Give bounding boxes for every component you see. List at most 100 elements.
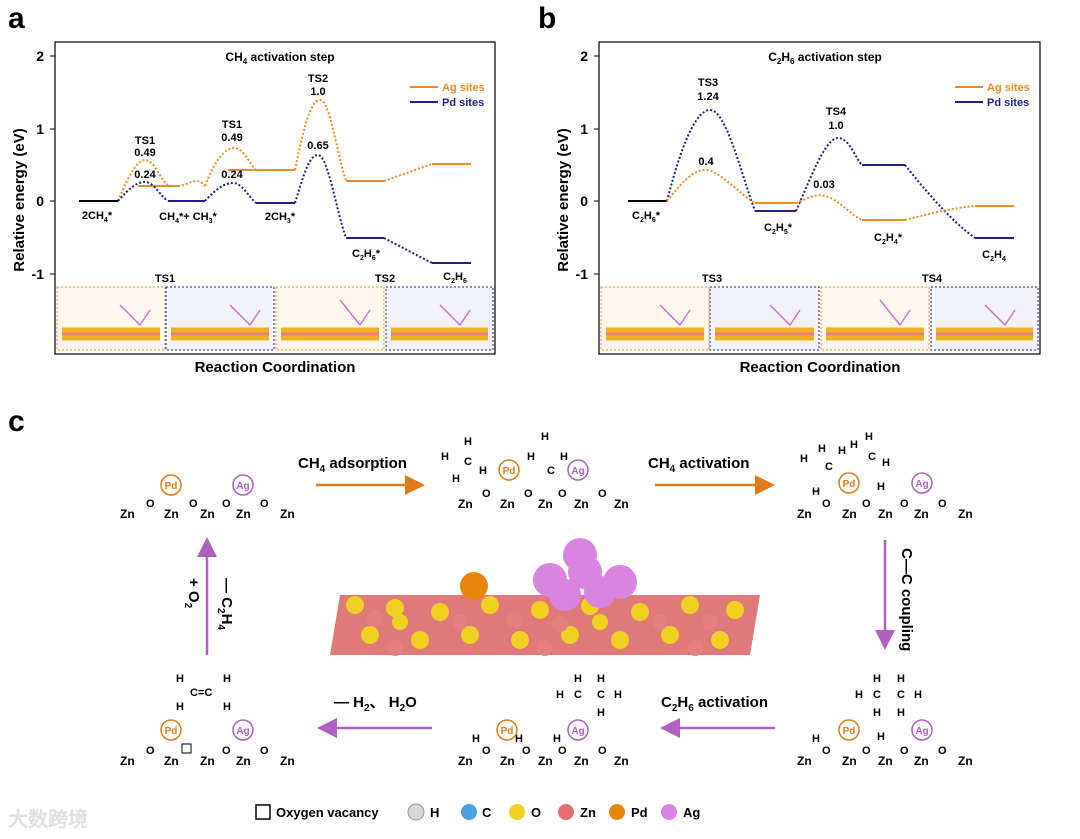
ts1a-value: 0.49 bbox=[134, 147, 155, 159]
state-label-c2h4: C2H4 bbox=[982, 249, 1006, 263]
chart-a-frame bbox=[54, 41, 496, 355]
ethane-c-atom: C bbox=[897, 689, 905, 701]
chain-atom: Zn bbox=[574, 754, 589, 768]
pd-ts1a-curve bbox=[117, 180, 169, 202]
chart-b-ytick: 0 bbox=[580, 193, 588, 209]
chart-a-ytick: 1 bbox=[36, 121, 44, 137]
legend-ag-icon bbox=[661, 804, 677, 820]
chain-atom: Zn bbox=[280, 754, 295, 768]
legend-pd-label: Pd sites bbox=[442, 97, 484, 109]
chain-atom: O bbox=[938, 498, 947, 510]
chart-a-ylabel: Relative energy (eV) bbox=[11, 128, 28, 271]
methane-h-atom: H bbox=[541, 431, 549, 443]
chart-a-series-pd bbox=[79, 153, 471, 264]
chain-atom: Zn bbox=[797, 507, 812, 521]
structure-box-3 bbox=[275, 286, 385, 351]
methyl-h-atom: H bbox=[882, 457, 890, 469]
ag-site bbox=[567, 459, 589, 481]
chain-atom: Zn bbox=[914, 507, 929, 521]
ts2-pd-value: 0.65 bbox=[307, 140, 328, 152]
ag-ts3-curve bbox=[666, 168, 756, 204]
chart-b-annotations: TS3 1.24 0.4 TS4 1.0 0.03 C2H6* C2H5* C2… bbox=[632, 77, 1006, 285]
ethylene-h-atom: H bbox=[223, 701, 231, 713]
ethane-h-atom: H bbox=[914, 689, 922, 701]
chain-atom: Zn bbox=[458, 497, 473, 511]
ag-ts1b-curve bbox=[204, 146, 257, 187]
ethylene-c-atom: C=C bbox=[190, 687, 212, 699]
ts1a-name: TS1 bbox=[135, 135, 155, 147]
structure-box-3 bbox=[820, 286, 930, 351]
chart-a-ytick: 2 bbox=[36, 48, 44, 64]
chart-b-ytick: 2 bbox=[580, 48, 588, 64]
structure-box-1 bbox=[56, 286, 166, 351]
methyl-h-atom: H bbox=[838, 445, 846, 457]
chain-atom: O bbox=[938, 745, 947, 757]
chart-b-series-ag bbox=[666, 168, 1014, 221]
pd-site bbox=[838, 719, 860, 741]
chain-atom: O bbox=[822, 498, 831, 510]
chain-atom: O bbox=[260, 498, 269, 510]
molecule-state-3: Zn O Zn O Zn O Zn O Zn H H Pd Ag H H C H… bbox=[797, 431, 973, 521]
ethyl-h-atom: H bbox=[597, 673, 605, 685]
chain-atom: O bbox=[598, 488, 607, 500]
chart-a: 2 1 0 -1 Relative energy (eV) Reaction C… bbox=[11, 41, 496, 376]
methyl-h-atom: H bbox=[818, 443, 826, 455]
structure-box-2 bbox=[709, 286, 820, 351]
chart-b-xlabel: Reaction Coordination bbox=[740, 359, 901, 376]
legend-ag-label: Ag sites bbox=[442, 82, 485, 94]
chart-b-ytick: 1 bbox=[580, 121, 588, 137]
chart-a-series-ag bbox=[117, 98, 471, 202]
chain-atom: Zn bbox=[958, 507, 973, 521]
state-label-c2h6-ads: C2H6* bbox=[632, 210, 661, 224]
ts3-name: TS3 bbox=[698, 77, 718, 89]
state-label-c2h5: C2H5* bbox=[764, 222, 793, 236]
chain-atom: Zn bbox=[164, 754, 179, 768]
chain-atom: Zn bbox=[458, 754, 473, 768]
chart-a-ytick: 0 bbox=[36, 193, 44, 209]
chart-a-structures bbox=[56, 286, 494, 351]
chain-atom: O bbox=[482, 488, 491, 500]
surface-h-atom: H bbox=[553, 733, 561, 745]
ts3-value: 1.24 bbox=[697, 91, 719, 103]
pd-ts2-curve bbox=[294, 153, 347, 239]
pd-site-label: Pd bbox=[843, 726, 856, 737]
structure-box-4 bbox=[385, 286, 494, 351]
ag-ts4-curve bbox=[795, 194, 863, 221]
legend-zn-label: Zn bbox=[580, 805, 596, 820]
panel-label-a: a bbox=[8, 2, 25, 35]
pd-site-label: Pd bbox=[501, 726, 514, 737]
pd-site-label: Pd bbox=[843, 479, 856, 490]
panel-label-b: b bbox=[538, 2, 557, 35]
chart-b-ylabel: Relative energy (eV) bbox=[555, 128, 572, 271]
chain-atom: O bbox=[822, 745, 831, 757]
ethyl-h-atom: H bbox=[574, 673, 582, 685]
methane-h-atom: H bbox=[464, 436, 472, 448]
ethyl-c-atom: C bbox=[597, 689, 605, 701]
watermark: 大数跨境 bbox=[8, 807, 88, 831]
chain-atom: Zn bbox=[538, 497, 553, 511]
methyl-c-atom: C bbox=[825, 461, 833, 473]
chain-atom: O bbox=[482, 745, 491, 757]
surface-model bbox=[330, 538, 760, 656]
methyl-h-atom: H bbox=[800, 453, 808, 465]
pd-site-label: Pd bbox=[165, 726, 178, 737]
structure-label-ts4: TS4 bbox=[922, 273, 943, 285]
pd-site-label: Pd bbox=[503, 466, 516, 477]
molecule-state-5: Zn O Zn O Zn O Zn O Zn H H H Pd Ag H H H… bbox=[458, 673, 629, 768]
state-label-ch4-ch3: CH4*+ CH3* bbox=[159, 211, 217, 225]
chain-atom: Zn bbox=[200, 507, 215, 521]
methyl-c-atom: C bbox=[868, 451, 876, 463]
ethyl-h-atom: H bbox=[614, 689, 622, 701]
state-label-c2h6-ads: C2H6* bbox=[352, 248, 381, 262]
surface-h-atom: H bbox=[877, 731, 885, 743]
ts2-name: TS2 bbox=[308, 73, 328, 85]
pd-site bbox=[838, 472, 860, 494]
ethane-h-atom: H bbox=[855, 689, 863, 701]
state-label-2ch4: 2CH4* bbox=[82, 210, 113, 224]
chain-atom: Zn bbox=[797, 754, 812, 768]
pd-ts1b-curve bbox=[204, 181, 257, 204]
methane-h-atom: H bbox=[452, 473, 460, 485]
chain-atom: O bbox=[862, 745, 871, 757]
legend-c-label: C bbox=[482, 805, 492, 820]
pd-connector bbox=[383, 237, 433, 264]
